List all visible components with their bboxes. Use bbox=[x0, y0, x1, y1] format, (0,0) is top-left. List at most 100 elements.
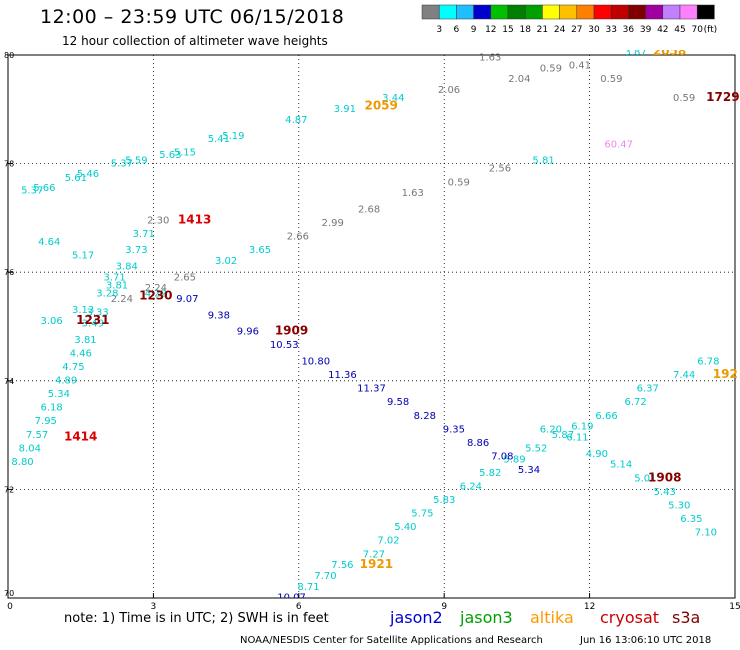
wave-height-label: 3.44 bbox=[382, 93, 404, 104]
wave-height-label: 10.07 bbox=[277, 593, 306, 604]
wave-height-label: 7.10 bbox=[695, 528, 717, 539]
wave-height-label: 60.47 bbox=[604, 139, 633, 150]
wave-height-label: 3.81 bbox=[106, 280, 128, 291]
y-tick-label: 78 bbox=[4, 160, 14, 169]
wave-height-label: 0.59 bbox=[673, 93, 695, 104]
wave-height-label: 3.84 bbox=[116, 261, 138, 272]
y-tick-label: 76 bbox=[4, 268, 14, 277]
wave-height-label: 1.63 bbox=[402, 188, 424, 199]
wave-height-label: 10.53 bbox=[270, 340, 299, 351]
wave-height-label: 5.19 bbox=[222, 131, 244, 142]
page-title: 12:00 – 23:59 UTC 06/15/2018 bbox=[40, 6, 345, 28]
wave-height-label: 3.13 bbox=[72, 305, 94, 316]
wave-height-label: 5.34 bbox=[518, 465, 540, 476]
wave-height-label: 5.17 bbox=[72, 251, 94, 262]
plot-frame bbox=[7, 54, 736, 599]
pass-time-label: 1729 bbox=[706, 90, 739, 104]
colorbar-label: (ft) bbox=[704, 25, 718, 35]
colorbar-label: 39 bbox=[640, 25, 652, 35]
wave-height-label: 4.90 bbox=[586, 449, 608, 460]
mission-cryosat: cryosat bbox=[600, 608, 660, 627]
wave-height-label: 3.49 bbox=[82, 319, 104, 330]
pass-time-label: 1231 bbox=[76, 313, 109, 327]
wave-height-label: 7.44 bbox=[673, 370, 695, 381]
page-subtitle: 12 hour collection of altimeter wave hei… bbox=[62, 34, 328, 48]
y-tick-label: 74 bbox=[4, 377, 14, 386]
wave-height-label: 6.37 bbox=[637, 384, 659, 395]
wave-height-label: 3.28 bbox=[96, 289, 118, 300]
wave-height-label: 5.37 bbox=[21, 185, 43, 196]
wave-height-label: 2.06 bbox=[438, 85, 460, 96]
wave-height-label: 7.70 bbox=[314, 571, 336, 582]
wave-height-label: 5.89 bbox=[503, 454, 525, 465]
wave-height-label: 9.58 bbox=[387, 397, 409, 408]
x-tick-label: 12 bbox=[584, 602, 595, 612]
annotation-layer: 1.63 2.04 0.59 0.41 0.59 0.59 2.06 0.59 2.56 1.63… bbox=[11, 44, 739, 650]
pass-time-label: 1921 bbox=[360, 557, 393, 571]
wave-height-label: 11.23 bbox=[200, 644, 229, 650]
pass-time-label: 2058 bbox=[653, 44, 686, 58]
wave-height-label: 4.64 bbox=[38, 237, 60, 248]
colorbar-label: 18 bbox=[519, 25, 531, 35]
colorbar-label: 33 bbox=[605, 25, 616, 35]
y-tick-label: 72 bbox=[4, 485, 14, 494]
wave-height-label: 5.43 bbox=[654, 487, 676, 498]
pass-time-label: 192 bbox=[713, 367, 738, 381]
x-tick-label: 15 bbox=[729, 602, 740, 612]
wave-height-label: 5.83 bbox=[433, 495, 455, 506]
wave-height-label: 2.68 bbox=[358, 204, 380, 215]
wave-height-label: 3.73 bbox=[125, 245, 147, 256]
color-scale-legend: 3 6 9 12 15 18 21 24 27 30 33 36 39 42 45 70 (ft) bbox=[421, 4, 718, 35]
wave-height-label: 5.34 bbox=[48, 389, 70, 400]
wave-height-label: 0.59 bbox=[448, 177, 470, 188]
wave-height-label: 2.04 bbox=[508, 74, 530, 85]
pass-time-label: 2059 bbox=[364, 98, 397, 112]
wave-height-label: 11.36 bbox=[328, 370, 357, 381]
wave-height-label: 4.89 bbox=[55, 376, 77, 387]
wave-height-label: 6.35 bbox=[680, 514, 702, 525]
wave-height-label: 6.78 bbox=[697, 357, 719, 368]
wave-height-label: 3.71 bbox=[133, 229, 155, 240]
wave-height-label: 11.37 bbox=[357, 384, 386, 395]
wave-height-label: 3.65 bbox=[249, 245, 271, 256]
wave-height-label: 6.24 bbox=[460, 481, 482, 492]
wave-height-label: 3.71 bbox=[103, 272, 125, 283]
pass-time-label: 1908 bbox=[648, 470, 681, 484]
wave-height-label: 7.27 bbox=[363, 549, 385, 560]
generated-timestamp: Jun 16 13:06:10 UTC 2018 bbox=[580, 635, 712, 646]
mission-jason3: jason3 bbox=[460, 608, 513, 627]
wave-height-label: 5.15 bbox=[174, 147, 196, 158]
credit-line: NOAA/NESDIS Center for Satellite Applica… bbox=[240, 635, 543, 646]
wave-height-label: 5.61 bbox=[65, 173, 87, 184]
wave-height-label: 5.81 bbox=[532, 156, 554, 167]
wave-height-label: 2.65 bbox=[174, 272, 196, 283]
wave-height-label: 0.59 bbox=[600, 74, 622, 85]
wave-height-label: 9.07 bbox=[176, 294, 198, 305]
colorbar-label: 45 bbox=[674, 25, 685, 35]
colorbar-label: 70 bbox=[691, 25, 703, 35]
wave-height-label: 9.38 bbox=[208, 310, 230, 321]
wave-height-label: 5.46 bbox=[77, 169, 99, 180]
colorbar-label: 36 bbox=[623, 25, 635, 35]
wave-height-label: 3.06 bbox=[40, 316, 62, 327]
wave-height-label: 5.14 bbox=[610, 460, 632, 471]
wave-height-label: 5.87 bbox=[552, 430, 574, 441]
y-tick-label: 70 bbox=[4, 589, 14, 598]
mission-s3a: s3a bbox=[672, 608, 701, 627]
wave-height-label: 7.95 bbox=[35, 416, 57, 427]
pass-time-label: 1414 bbox=[64, 430, 97, 444]
colorbar-label: 42 bbox=[657, 25, 668, 35]
wave-height-label: 5.59 bbox=[125, 156, 147, 167]
wave-height-label: 3.02 bbox=[215, 256, 237, 267]
wave-height-label: 7.08 bbox=[491, 452, 513, 463]
wave-height-label: 9.35 bbox=[443, 424, 465, 435]
wave-height-label: 6.66 bbox=[595, 411, 617, 422]
wave-height-label: 6.19 bbox=[571, 422, 593, 433]
footer-note: note: 1) Time is in UTC; 2) SWH is in fe… bbox=[64, 611, 329, 626]
mission-jason2: jason2 bbox=[390, 608, 443, 627]
wave-height-label: 8.04 bbox=[19, 443, 41, 454]
wave-height-label: 4.46 bbox=[70, 348, 92, 359]
wave-height-label: 2.30 bbox=[147, 215, 169, 226]
colorbar-label: 6 bbox=[454, 25, 460, 35]
